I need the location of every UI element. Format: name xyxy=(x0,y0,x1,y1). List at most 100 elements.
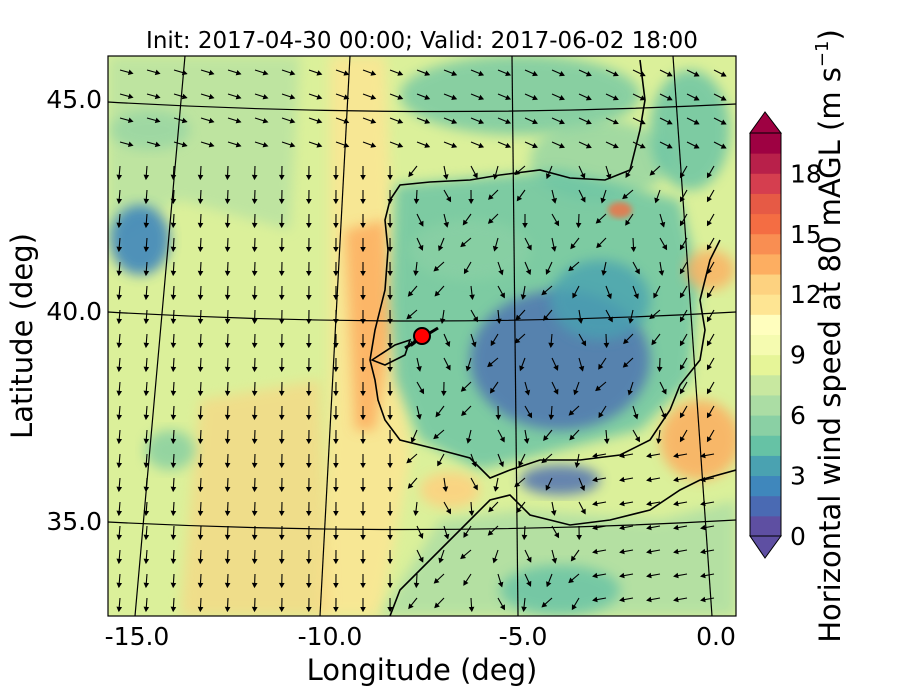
wind-arrow-head xyxy=(370,70,377,76)
wind-arrow-head xyxy=(170,534,177,541)
wind-arrow-head xyxy=(170,174,177,181)
wind-arrow-head xyxy=(505,118,512,125)
wind-arrow-head xyxy=(521,606,527,613)
wind-arrow-head xyxy=(251,486,258,493)
wind-arrow-head xyxy=(387,198,393,205)
wind-arrow-head xyxy=(628,318,634,324)
wind-arrow-head xyxy=(478,94,485,101)
wind-arrow-head xyxy=(551,197,557,204)
wind-arrow-head xyxy=(387,342,393,349)
wind-arrow-head xyxy=(251,582,258,589)
wind-arrow-head xyxy=(673,500,679,507)
wind-arrow-head xyxy=(251,198,258,205)
wind-arrow-head xyxy=(489,387,496,394)
colorbar-band xyxy=(750,415,781,436)
wind-arrow-head xyxy=(197,246,204,253)
wind-arrow-head xyxy=(700,452,706,459)
wind-arrow-head xyxy=(706,412,712,419)
wind-arrow-head xyxy=(170,582,177,589)
wind-arrow-head xyxy=(424,70,431,76)
wind-arrow-head xyxy=(333,486,339,493)
wind-arrow-head xyxy=(387,510,393,517)
wind-arrow-head xyxy=(387,462,393,469)
wind-arrow-head xyxy=(568,409,575,416)
wind-arrow-head xyxy=(646,452,652,459)
wind-arrow-head xyxy=(666,95,673,101)
wind-arrow-head xyxy=(278,270,285,277)
wind-arrow-head xyxy=(143,390,150,397)
wind-arrow-head xyxy=(170,198,177,205)
x-tick-label: 0.0 xyxy=(696,622,736,651)
wind-arrow-head xyxy=(559,119,565,125)
wind-arrow-head xyxy=(445,341,451,347)
wind-arrow-head xyxy=(532,70,538,77)
wind-arrow-head xyxy=(116,318,123,325)
wind-arrow-head xyxy=(278,486,285,493)
wind-arrow-head xyxy=(478,118,485,125)
colorbar-band xyxy=(750,354,781,376)
y-tick-label: 40.0 xyxy=(46,297,102,326)
wind-arrow-head xyxy=(550,510,557,516)
wind-arrow-head xyxy=(251,462,258,469)
wind-arrow-head xyxy=(116,486,123,493)
wind-arrow-head xyxy=(289,118,296,124)
wind-arrow-head xyxy=(518,460,524,467)
wind-arrow-head xyxy=(262,94,269,100)
wind-arrow-head xyxy=(316,118,323,124)
wind-arrow-head xyxy=(333,582,339,589)
wind-arrow-head xyxy=(468,606,475,613)
wind-arrow-head xyxy=(570,555,577,562)
wind-arrow-head xyxy=(224,414,231,421)
wind-arrow-head xyxy=(679,412,685,419)
wind-arrow-head xyxy=(465,365,472,372)
wind-arrow-head xyxy=(706,316,712,323)
wind-arrow-head xyxy=(387,582,393,589)
wind-arrow-head xyxy=(700,572,706,579)
wind-arrow-head xyxy=(333,174,339,181)
wind-arrow-head xyxy=(700,596,706,603)
wind-arrow-head xyxy=(181,141,188,148)
wind-arrow-head xyxy=(278,342,285,349)
wind-arrow-head xyxy=(612,71,619,77)
wind-arrow-head xyxy=(619,524,625,531)
wind-arrow-head xyxy=(600,197,606,204)
wind-arrow-head xyxy=(208,93,215,100)
colorbar-ticks: 0 3 6 9 12 15 18 xyxy=(790,159,822,551)
wind-arrow-head xyxy=(343,94,350,100)
wind-arrow-head xyxy=(154,93,161,100)
wind-arrow-head xyxy=(568,577,575,584)
map-frame xyxy=(107,55,737,617)
wind-arrow-head xyxy=(679,268,685,275)
wind-arrow-head xyxy=(706,268,712,275)
wind-arrow-head xyxy=(181,69,188,76)
wind-arrow-head xyxy=(462,219,469,226)
wind-arrow-head xyxy=(224,198,231,205)
wind-arrow-head xyxy=(424,118,431,124)
wind-arrow-head xyxy=(559,143,565,149)
wind-arrow-head xyxy=(574,462,581,468)
wind-arrow-head xyxy=(333,342,339,349)
wind-arrow-head xyxy=(197,390,204,397)
wind-arrow-head xyxy=(521,534,528,541)
wind-arrow-head xyxy=(224,294,231,301)
wind-arrow-head xyxy=(545,484,551,491)
wind-arrow-head xyxy=(360,606,366,613)
wind-arrow-head xyxy=(343,70,350,76)
wind-arrow-head xyxy=(278,318,285,325)
wind-arrow-head xyxy=(197,366,204,373)
x-tick-label: -10.0 xyxy=(298,622,363,651)
colorbar-bands xyxy=(750,133,781,537)
wind-arrow-head xyxy=(499,436,505,443)
wind-arrow-head xyxy=(235,93,242,100)
wind-arrow-head xyxy=(127,117,134,124)
wind-arrow-head xyxy=(387,270,393,277)
wind-arrow-head xyxy=(387,414,393,421)
wind-arrow-head xyxy=(278,462,285,469)
wind-arrow-head xyxy=(700,476,706,483)
wind-arrow-head xyxy=(472,316,478,323)
wind-arrow-head xyxy=(673,524,679,531)
wind-arrow-head xyxy=(333,246,339,253)
wind-arrow-head xyxy=(666,143,673,149)
wind-arrow-head xyxy=(413,270,419,277)
wind-arrow-head xyxy=(706,220,712,227)
